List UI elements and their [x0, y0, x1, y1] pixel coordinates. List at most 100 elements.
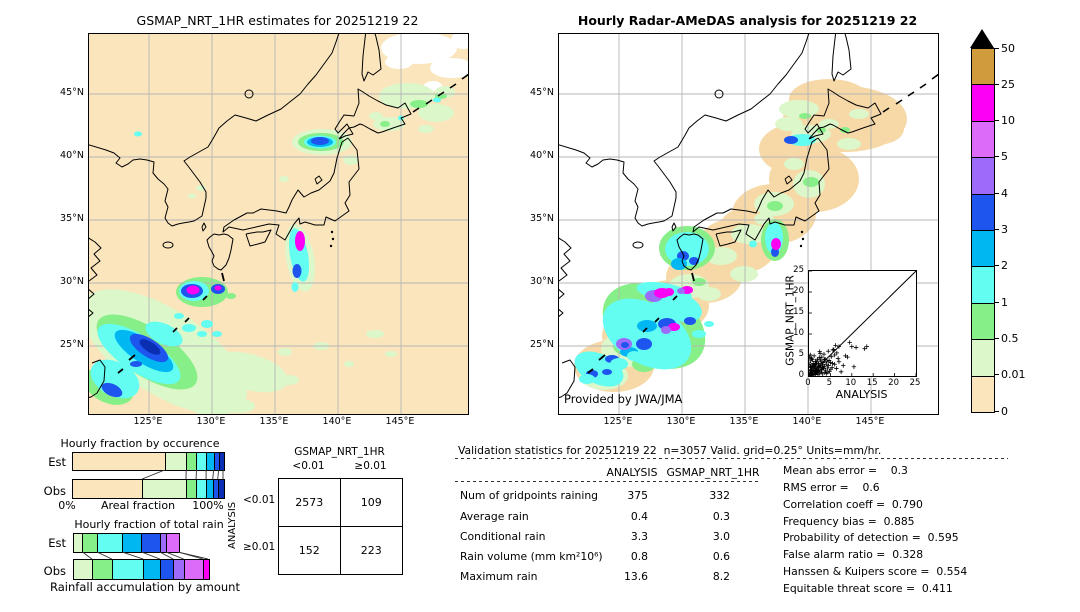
lat-tick-label: 35°N: [530, 213, 554, 224]
coastline: [89, 309, 94, 317]
coastline: [804, 88, 882, 140]
rain-contour-blob: [344, 361, 354, 367]
rain-contour-blob: [602, 369, 612, 375]
rain-contour-blob: [195, 406, 219, 414]
lat-tick-label: 25°N: [530, 339, 554, 350]
rain-contour-blob: [692, 278, 706, 286]
coastlines: [89, 237, 225, 399]
rain-contour-blob: [779, 100, 819, 118]
validation-title: Validation statistics for 20251219 22 n=…: [458, 444, 882, 457]
inset-y-tick: 10: [793, 328, 804, 338]
rain-contour-blob: [684, 317, 696, 325]
contingency-table: 2573 109 152 223: [278, 478, 403, 575]
inset-y-tick: 0: [798, 370, 804, 380]
rain-contour-blob: [848, 113, 904, 145]
colorbar-segment: [972, 303, 994, 341]
rain-contour-blob: [775, 117, 803, 131]
contingency-cell: 152: [279, 526, 341, 574]
rain-contour-blob: [665, 232, 709, 266]
rain-contour-blob: [214, 285, 222, 291]
contingency-cell: 2573: [279, 479, 341, 527]
rain-contour-blob: [636, 338, 652, 350]
colorbar-tick: [994, 83, 999, 85]
coastline: [334, 88, 412, 140]
rain-contour-blob: [369, 112, 383, 120]
rain-contour-blob: [677, 288, 685, 294]
colorbar-tick-label: 3: [1001, 223, 1008, 236]
bar-segment: [213, 480, 219, 498]
coastline: [692, 137, 830, 241]
bar-segment: [123, 534, 143, 552]
rain-contour-blob: [130, 361, 142, 367]
rain-contour-blob: [139, 339, 161, 355]
coastline: [201, 222, 207, 232]
bar-segment: [184, 560, 204, 579]
colorbar-segment: [972, 231, 994, 268]
lon-tick-label: 125°E: [603, 416, 633, 427]
occurrence-obs-label: Obs: [43, 484, 66, 498]
inset-x-tick: 20: [888, 378, 899, 388]
colorbar-tick: [994, 229, 999, 230]
contingency-row-label-ge: ≥0.01: [243, 541, 276, 553]
credit-text: Provided by JWA/JMA: [564, 392, 683, 406]
contingency-col-label-ge: ≥0.01: [354, 460, 387, 472]
right-map-title: Hourly Radar-AMeDAS analysis for 2025121…: [577, 13, 918, 28]
occurrence-est-label: Est: [48, 455, 66, 469]
colorbar-tick-label: 0: [1001, 404, 1008, 418]
rain-contour-blob: [291, 282, 299, 292]
validation-value: 8.2: [712, 570, 730, 583]
colorbar-segment: [972, 340, 994, 377]
bar-segment: [112, 560, 145, 579]
validation-value: 0.3: [712, 510, 730, 523]
rain-contour-blob: [188, 193, 196, 199]
rain-contour-blob: [278, 348, 292, 356]
colorbar-tick: [994, 265, 999, 267]
lon-tick-label: 145°E: [855, 416, 885, 427]
lon-tick-label: 145°E: [385, 416, 415, 427]
rain-contour-blob: [849, 109, 869, 119]
contingency-cell: 109: [340, 479, 402, 527]
rain-contour-blob: [799, 113, 811, 119]
bar-segment: [74, 534, 84, 552]
validation-value: 0.8: [630, 550, 648, 563]
rain-contour-blob: [637, 320, 657, 332]
inset-x-tick: 0: [805, 378, 811, 388]
totalrain-chart-title: Hourly fraction of total rain: [74, 518, 224, 531]
bar-segment: [166, 534, 180, 552]
validation-row-label: Maximum rain: [460, 570, 538, 583]
inset-scatter-plot: [808, 270, 917, 377]
coastline: [559, 237, 572, 282]
contingency-row-label-lt: <0.01: [243, 494, 276, 506]
lat-tick-label: 40°N: [530, 150, 554, 161]
bar-segment: [197, 480, 208, 498]
colorbar-segment: [972, 267, 994, 304]
validation-value: 3.0: [712, 530, 730, 543]
lat-tick-label: 25°N: [60, 339, 84, 350]
lon-tick-label: 135°E: [729, 416, 759, 427]
colorbar-segment: [972, 158, 994, 195]
rain-contour-blob: [661, 326, 671, 334]
gsmap-map-canvas: [89, 34, 468, 414]
coastline: [671, 222, 677, 232]
score-line: Mean abs error = 0.3: [783, 464, 908, 477]
coastlines: [89, 34, 468, 271]
lon-tick-label: 140°E: [792, 416, 822, 427]
contingency-row-axis: ANALYSIS: [227, 501, 238, 550]
scatter-points: [809, 340, 869, 376]
contingency-col-label-lt: <0.01: [292, 460, 325, 472]
occurrence-obs-bar: [72, 479, 225, 499]
inset-y-axis-label: GSMAP_NRT_1HR: [784, 275, 797, 366]
validation-col1-header: ANALYSIS: [606, 466, 658, 479]
validation-row-label: Average rain: [460, 510, 529, 523]
bar-segment: [144, 560, 161, 579]
rain-contour-blob: [840, 127, 850, 133]
lat-tick-label: 30°N: [530, 276, 554, 287]
colorbar-segment: [972, 194, 994, 232]
inset-y-tick: 5: [798, 349, 804, 359]
score-line: Correlation coeff = 0.790: [783, 498, 923, 511]
bar-segment: [142, 534, 161, 552]
lat-tick-label: 35°N: [60, 213, 84, 224]
inset-x-axis-label: ANALYSIS: [835, 388, 888, 401]
totalrain-est-bar: [73, 533, 181, 553]
bar-segment: [218, 480, 224, 498]
